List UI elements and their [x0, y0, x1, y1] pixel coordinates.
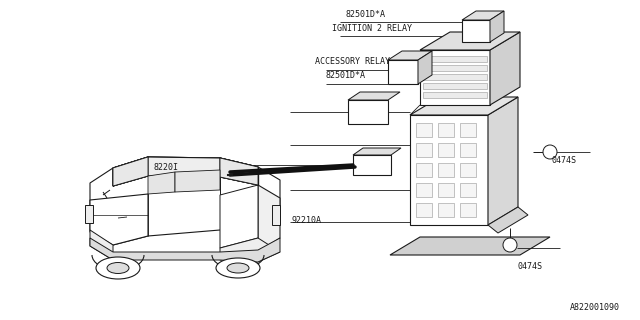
Polygon shape: [462, 11, 504, 20]
Bar: [416, 163, 432, 177]
Bar: [460, 163, 476, 177]
Bar: [388, 60, 418, 84]
Polygon shape: [113, 157, 148, 186]
Ellipse shape: [96, 257, 140, 279]
Polygon shape: [220, 238, 280, 262]
Polygon shape: [348, 92, 400, 100]
Polygon shape: [490, 11, 504, 42]
Polygon shape: [148, 172, 175, 194]
Text: 0474S: 0474S: [552, 156, 577, 165]
Polygon shape: [418, 51, 432, 84]
Bar: [353, 155, 391, 175]
Bar: [438, 183, 454, 197]
Bar: [416, 123, 432, 137]
Polygon shape: [258, 185, 280, 252]
Text: 82501D*A: 82501D*A: [325, 71, 365, 80]
Bar: [423, 83, 487, 89]
Ellipse shape: [107, 262, 129, 274]
Ellipse shape: [227, 263, 249, 273]
Circle shape: [503, 238, 517, 252]
Bar: [423, 65, 487, 71]
Text: A822001090: A822001090: [570, 303, 620, 312]
Bar: [438, 123, 454, 137]
Bar: [462, 20, 490, 42]
Polygon shape: [410, 97, 518, 115]
Bar: [438, 143, 454, 157]
Bar: [460, 203, 476, 217]
Ellipse shape: [216, 258, 260, 278]
Polygon shape: [90, 238, 280, 262]
Polygon shape: [90, 157, 280, 245]
Bar: [423, 92, 487, 98]
Bar: [460, 143, 476, 157]
Bar: [460, 123, 476, 137]
Polygon shape: [490, 32, 520, 105]
Polygon shape: [113, 157, 258, 186]
Bar: [410, 115, 488, 225]
Polygon shape: [220, 158, 258, 185]
Bar: [85, 205, 93, 223]
Polygon shape: [353, 148, 401, 155]
Circle shape: [543, 145, 557, 159]
Text: 92210A: 92210A: [292, 216, 322, 225]
Bar: [348, 100, 388, 124]
Text: 82501D*A: 82501D*A: [345, 10, 385, 19]
Polygon shape: [388, 51, 432, 60]
Bar: [416, 203, 432, 217]
Bar: [438, 163, 454, 177]
Polygon shape: [175, 170, 220, 192]
Polygon shape: [90, 194, 148, 245]
Bar: [438, 203, 454, 217]
Text: 0474S: 0474S: [518, 262, 543, 271]
Bar: [416, 143, 432, 157]
Polygon shape: [113, 157, 148, 186]
Text: ACCESSORY RELAY: ACCESSORY RELAY: [315, 57, 390, 66]
Bar: [416, 183, 432, 197]
Bar: [460, 183, 476, 197]
Polygon shape: [220, 158, 258, 185]
Bar: [420, 50, 490, 105]
Bar: [272, 205, 280, 225]
Bar: [423, 74, 487, 80]
Polygon shape: [220, 185, 258, 248]
Bar: [423, 56, 487, 62]
Text: IGNITION 2 RELAY: IGNITION 2 RELAY: [332, 24, 412, 33]
Polygon shape: [488, 97, 518, 225]
Polygon shape: [488, 207, 528, 233]
Text: 8220I: 8220I: [153, 164, 178, 172]
Polygon shape: [390, 237, 550, 255]
Polygon shape: [90, 230, 113, 260]
Polygon shape: [420, 32, 520, 50]
